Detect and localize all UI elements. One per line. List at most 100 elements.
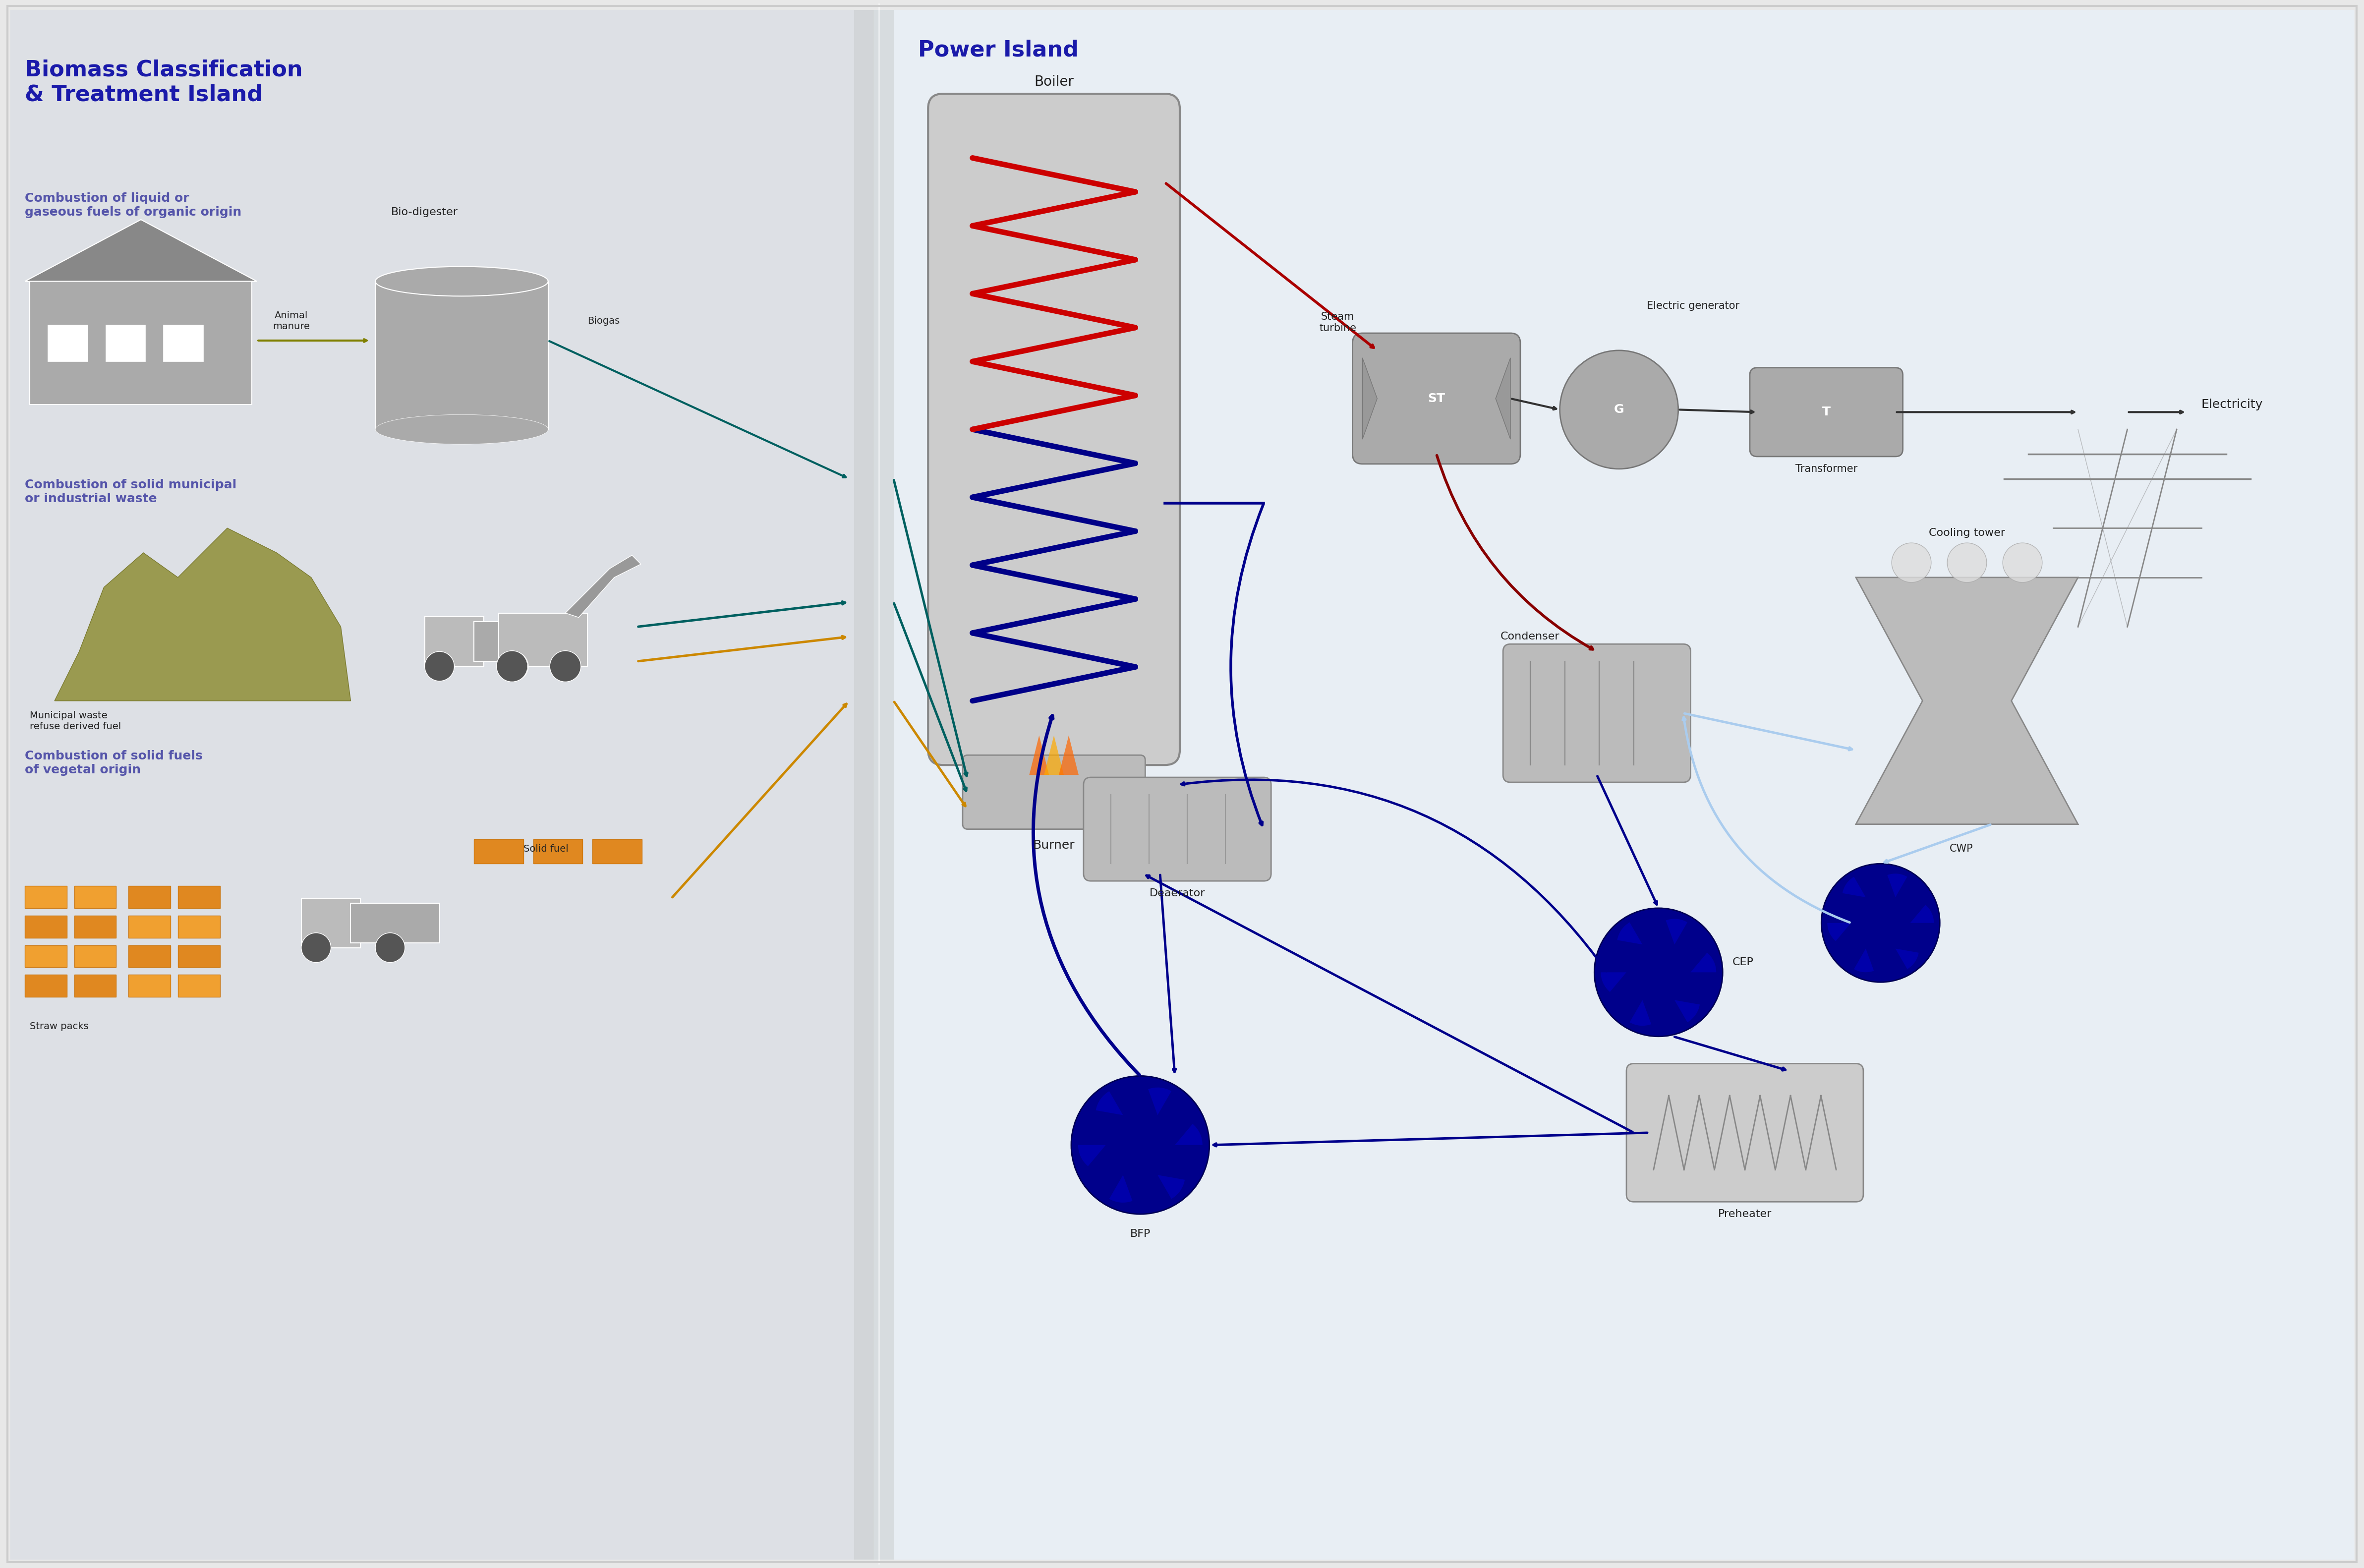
Ellipse shape — [376, 267, 548, 296]
FancyBboxPatch shape — [1083, 778, 1272, 881]
Text: BFP: BFP — [1130, 1229, 1151, 1239]
Text: Burner: Burner — [1033, 839, 1076, 851]
Polygon shape — [54, 528, 350, 701]
Circle shape — [1593, 908, 1723, 1036]
Circle shape — [1071, 1076, 1210, 1214]
Wedge shape — [1910, 905, 1934, 924]
FancyBboxPatch shape — [875, 9, 2355, 1560]
Wedge shape — [1175, 1124, 1203, 1145]
Text: Bio-digester: Bio-digester — [390, 207, 459, 218]
FancyBboxPatch shape — [73, 886, 116, 908]
FancyBboxPatch shape — [73, 975, 116, 997]
Polygon shape — [26, 220, 258, 281]
Wedge shape — [1629, 1000, 1650, 1025]
Text: Municipal waste
refuse derived fuel: Municipal waste refuse derived fuel — [31, 710, 121, 731]
Text: T: T — [1823, 406, 1830, 419]
Wedge shape — [1674, 1000, 1700, 1022]
FancyBboxPatch shape — [128, 946, 170, 967]
Polygon shape — [1362, 358, 1378, 439]
Polygon shape — [1496, 358, 1511, 439]
FancyBboxPatch shape — [350, 903, 440, 942]
FancyBboxPatch shape — [300, 898, 362, 947]
Wedge shape — [1690, 953, 1716, 972]
FancyBboxPatch shape — [9, 9, 875, 1560]
FancyBboxPatch shape — [1749, 367, 1903, 456]
Text: Combustion of liquid or
gaseous fuels of organic origin: Combustion of liquid or gaseous fuels of… — [26, 193, 241, 218]
FancyBboxPatch shape — [163, 325, 203, 362]
FancyBboxPatch shape — [106, 325, 144, 362]
Circle shape — [2002, 543, 2042, 582]
Wedge shape — [1896, 949, 1920, 969]
Wedge shape — [1097, 1091, 1123, 1115]
Text: Boiler: Boiler — [1033, 75, 1073, 89]
FancyBboxPatch shape — [1504, 644, 1690, 782]
Wedge shape — [1617, 922, 1643, 944]
Wedge shape — [1886, 873, 1908, 897]
Text: Biomass Classification
& Treatment Island: Biomass Classification & Treatment Islan… — [26, 60, 303, 105]
Circle shape — [1948, 543, 1986, 582]
Polygon shape — [1856, 577, 2078, 825]
Circle shape — [426, 651, 454, 681]
Text: Deaerator: Deaerator — [1149, 889, 1206, 898]
FancyBboxPatch shape — [177, 916, 220, 938]
FancyBboxPatch shape — [177, 975, 220, 997]
Wedge shape — [1158, 1174, 1184, 1200]
Wedge shape — [1078, 1145, 1106, 1167]
Polygon shape — [1045, 735, 1064, 775]
Circle shape — [1891, 543, 1931, 582]
Circle shape — [1820, 864, 1941, 982]
Text: G: G — [1615, 403, 1624, 416]
Circle shape — [551, 651, 582, 682]
Text: Electricity: Electricity — [2201, 398, 2262, 411]
FancyBboxPatch shape — [31, 281, 253, 405]
FancyBboxPatch shape — [475, 839, 522, 864]
Polygon shape — [1028, 735, 1050, 775]
Wedge shape — [1827, 924, 1851, 941]
FancyBboxPatch shape — [962, 756, 1144, 829]
Wedge shape — [1149, 1088, 1173, 1115]
FancyBboxPatch shape — [376, 281, 548, 430]
FancyBboxPatch shape — [128, 975, 170, 997]
FancyBboxPatch shape — [593, 839, 643, 864]
Text: Combustion of solid fuels
of vegetal origin: Combustion of solid fuels of vegetal ori… — [26, 750, 203, 776]
FancyBboxPatch shape — [1352, 332, 1520, 464]
FancyBboxPatch shape — [475, 622, 563, 662]
Text: Power Island: Power Island — [917, 39, 1078, 61]
Circle shape — [376, 933, 404, 963]
Circle shape — [496, 651, 527, 682]
Text: Cooling tower: Cooling tower — [1929, 528, 2005, 538]
FancyBboxPatch shape — [534, 839, 582, 864]
Ellipse shape — [376, 414, 548, 444]
FancyBboxPatch shape — [929, 94, 1180, 765]
FancyBboxPatch shape — [1626, 1063, 1863, 1201]
FancyBboxPatch shape — [73, 916, 116, 938]
FancyBboxPatch shape — [128, 916, 170, 938]
FancyBboxPatch shape — [26, 886, 66, 908]
Text: Solid fuel: Solid fuel — [522, 844, 567, 853]
Circle shape — [1560, 350, 1678, 469]
Polygon shape — [565, 555, 641, 618]
Text: Combustion of solid municipal
or industrial waste: Combustion of solid municipal or industr… — [26, 478, 236, 505]
FancyBboxPatch shape — [177, 886, 220, 908]
Polygon shape — [1059, 735, 1078, 775]
Text: Steam
turbine: Steam turbine — [1319, 312, 1357, 332]
FancyBboxPatch shape — [73, 946, 116, 967]
Text: Biogas: Biogas — [589, 317, 619, 326]
FancyBboxPatch shape — [499, 613, 589, 666]
Text: Preheater: Preheater — [1719, 1209, 1771, 1218]
Wedge shape — [1842, 877, 1865, 897]
Wedge shape — [1853, 949, 1875, 972]
Text: Condenser: Condenser — [1501, 632, 1560, 641]
FancyBboxPatch shape — [26, 916, 66, 938]
Text: Transformer: Transformer — [1794, 464, 1858, 474]
Polygon shape — [853, 9, 894, 1560]
Wedge shape — [1600, 972, 1626, 993]
Wedge shape — [1667, 919, 1688, 944]
FancyBboxPatch shape — [47, 325, 87, 362]
Circle shape — [499, 651, 527, 681]
Wedge shape — [1109, 1174, 1132, 1203]
Text: Electric generator: Electric generator — [1648, 301, 1740, 310]
FancyBboxPatch shape — [128, 886, 170, 908]
Text: ST: ST — [1428, 392, 1444, 405]
Circle shape — [300, 933, 331, 963]
